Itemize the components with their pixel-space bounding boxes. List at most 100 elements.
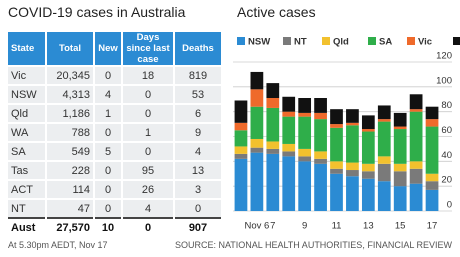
table-cell: 26 (122, 179, 175, 199)
bar-segment (282, 111, 296, 117)
bar-segment (361, 129, 375, 132)
table-cell: 549 (46, 141, 95, 161)
bar-segment (250, 89, 264, 107)
bar-segment (425, 106, 439, 120)
legend-swatch (322, 37, 330, 45)
bar-segment (282, 143, 296, 152)
table-cell: 53 (174, 84, 223, 104)
bar-segment (393, 163, 407, 172)
bar-segment (425, 173, 439, 182)
legend-swatch (237, 37, 245, 45)
bar-segment (377, 121, 391, 157)
y-tick-label: 80 (441, 100, 452, 111)
x-tick-label: 9 (302, 221, 307, 232)
table-cell: 0 (122, 84, 175, 104)
legend-label: Qld (333, 37, 349, 48)
legend-swatch (407, 37, 415, 45)
y-tick-label: 120 (436, 51, 452, 62)
y-tick-label: 40 (441, 150, 452, 161)
table-cell: 27,570 (46, 217, 95, 236)
bar-segment (250, 152, 264, 211)
table-row: SA 549 5 0 4 (8, 141, 223, 161)
bar-segment (314, 98, 327, 113)
table-cell: 3 (174, 179, 223, 199)
bar-segment (314, 158, 327, 164)
table-cell: 4 (94, 84, 123, 104)
bar-segment (346, 125, 359, 163)
bar-segment (250, 106, 264, 139)
column-header: State (8, 32, 47, 66)
table-cell: ACT (8, 179, 47, 199)
table-cell: 907 (174, 217, 223, 236)
legend-label: SA (379, 37, 392, 48)
bar-segment (377, 119, 391, 122)
table-cell: 0 (94, 65, 123, 85)
bar-segment (266, 148, 280, 154)
bar-segment (234, 100, 248, 123)
bar-segment (298, 156, 312, 162)
bar-segment (330, 124, 343, 128)
y-tick-label: 100 (436, 75, 452, 86)
bar-segment (425, 181, 439, 190)
column-header: New (94, 32, 123, 66)
table-cell: Qld (8, 103, 47, 123)
bar-segment (266, 98, 280, 108)
bar-segment (298, 161, 312, 211)
x-tick-label: 7 (270, 221, 275, 232)
bar-segment (393, 171, 407, 187)
table-cell: 5 (94, 141, 123, 161)
x-tick-label: 15 (395, 221, 406, 232)
bar-segment (266, 107, 280, 142)
source: SOURCE: NATIONAL HEALTH AUTHORITIES, FIN… (174, 240, 452, 250)
x-tick-label: 13 (363, 221, 374, 232)
column-header: Total (46, 32, 95, 66)
bar-segment (282, 151, 296, 157)
x-tick-label: 17 (427, 221, 438, 232)
table-cell: 20,345 (46, 65, 95, 85)
table-row: Vic 20,345 0 18 819 (8, 65, 223, 85)
bar-segment (409, 183, 423, 211)
bar-segment (234, 130, 248, 147)
bar-segment (298, 98, 312, 113)
bar-segment (346, 162, 359, 171)
bar-segment (250, 71, 264, 90)
bar-segment (298, 116, 312, 149)
bar-segment (234, 158, 248, 211)
header-row: State Total New Days since last case Deaths (8, 32, 223, 66)
table-cell: 4,313 (46, 84, 95, 104)
bar-segment (409, 109, 423, 112)
bar-segment (409, 168, 423, 184)
bar-segment (346, 122, 359, 126)
table-cell: 0 (94, 198, 123, 218)
footnote: At 5.30pm AEDT, Nov 17 (8, 240, 108, 250)
table-cell: Aust (8, 217, 47, 236)
table-row: NT 47 0 4 0 (8, 198, 223, 218)
table-cell: 114 (46, 179, 95, 199)
table-cell: 10 (94, 217, 123, 236)
table-cell: 788 (46, 122, 95, 142)
bar-segment (409, 111, 423, 162)
bar-segment (393, 186, 407, 211)
bar-segment (346, 176, 359, 211)
table-row: Aust 27,570 10 0 907 (8, 217, 223, 236)
bar-segment (330, 109, 343, 125)
bar-segment (266, 83, 280, 99)
table-cell: NSW (8, 84, 47, 104)
table-cell: 95 (122, 160, 175, 180)
bar-segment (314, 112, 327, 120)
y-tick-label: 60 (441, 125, 452, 136)
table-cell: 228 (46, 160, 95, 180)
bar-segment (361, 115, 375, 130)
legend-label: NSW (248, 37, 270, 48)
bar-segment (330, 173, 343, 211)
table-cell: NT (8, 198, 47, 218)
table-cell: 4 (174, 141, 223, 161)
bar-segment (234, 146, 248, 154)
table-cell: Vic (8, 65, 47, 85)
bar-segment (314, 119, 327, 152)
table-cell: 1 (122, 122, 175, 142)
bar-segment (298, 148, 312, 157)
table-cell: SA (8, 141, 47, 161)
bar-segment (377, 105, 391, 120)
